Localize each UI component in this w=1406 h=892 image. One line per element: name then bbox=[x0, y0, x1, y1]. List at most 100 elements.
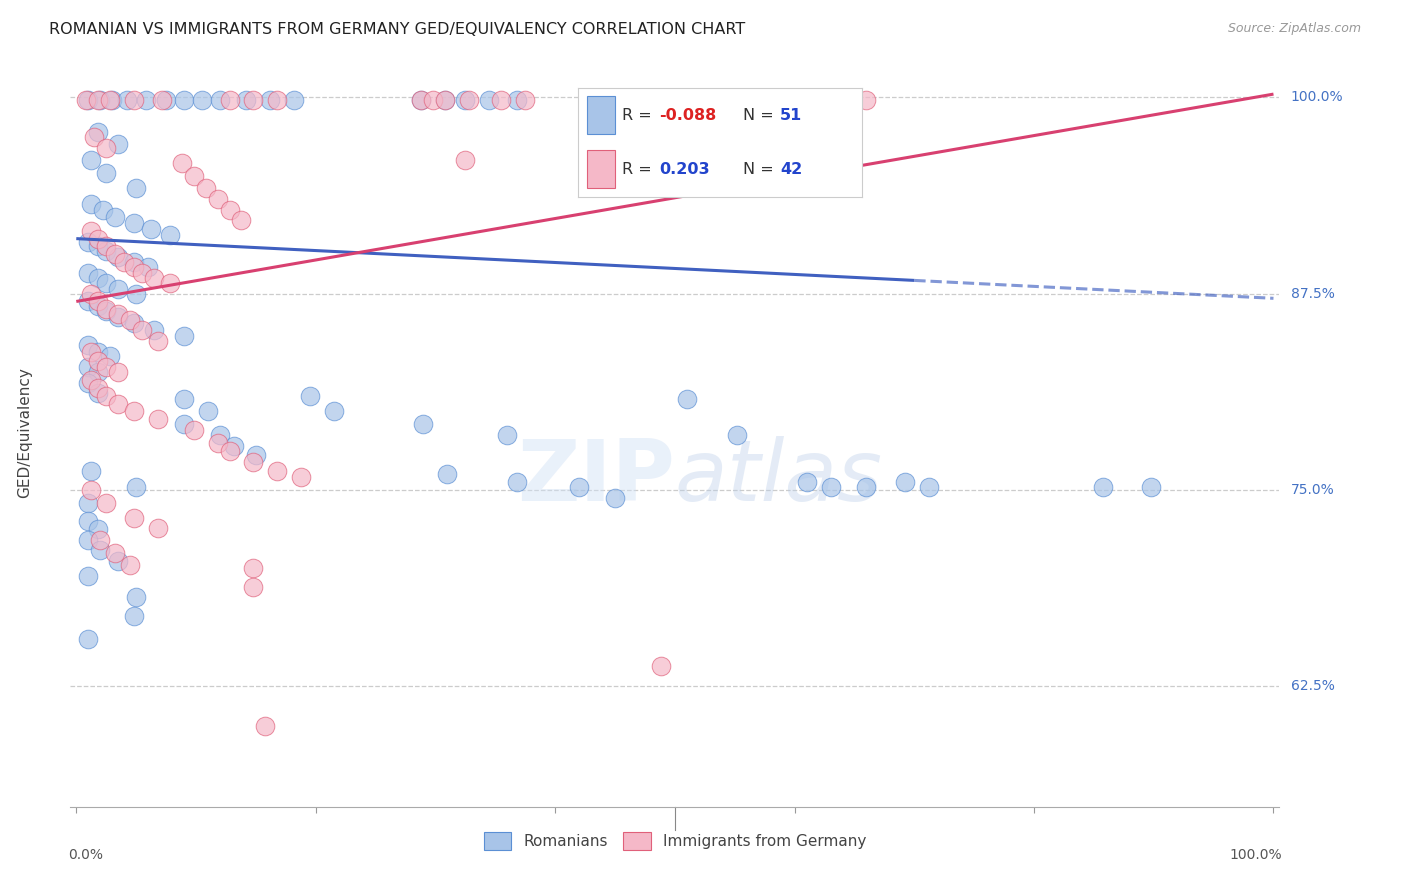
Point bbox=[266, 464, 288, 478]
Point bbox=[893, 475, 915, 489]
Point bbox=[173, 94, 195, 108]
Point bbox=[191, 94, 214, 108]
Point bbox=[77, 569, 100, 583]
Point bbox=[1140, 480, 1163, 494]
Point bbox=[155, 94, 177, 108]
Point bbox=[436, 467, 458, 482]
Point bbox=[208, 428, 231, 442]
Point bbox=[87, 385, 110, 400]
Point bbox=[143, 271, 166, 285]
Point bbox=[122, 608, 145, 623]
Point bbox=[242, 580, 264, 594]
Point bbox=[208, 94, 231, 108]
Point bbox=[77, 376, 100, 391]
Point bbox=[146, 334, 169, 348]
Point bbox=[77, 235, 100, 249]
Point bbox=[87, 299, 110, 313]
Point bbox=[131, 266, 153, 280]
Point bbox=[173, 392, 195, 406]
Text: ZIP: ZIP bbox=[517, 436, 675, 519]
Point bbox=[122, 404, 145, 418]
Point bbox=[79, 373, 101, 387]
Text: 87.5%: 87.5% bbox=[1291, 286, 1334, 301]
Point bbox=[107, 137, 129, 152]
Point bbox=[218, 443, 240, 458]
Point bbox=[96, 304, 118, 318]
Point bbox=[173, 417, 195, 431]
Point bbox=[855, 480, 877, 494]
Point bbox=[409, 94, 432, 108]
Point bbox=[77, 514, 100, 528]
Point bbox=[855, 94, 877, 108]
Point bbox=[173, 329, 195, 343]
Point bbox=[146, 412, 169, 426]
Point bbox=[122, 317, 145, 331]
Point bbox=[120, 313, 142, 327]
Text: 100.0%: 100.0% bbox=[1291, 90, 1343, 104]
Point bbox=[122, 94, 145, 108]
Point bbox=[254, 718, 277, 732]
Point bbox=[434, 94, 457, 108]
Point bbox=[298, 389, 321, 403]
Point bbox=[87, 294, 110, 309]
Point bbox=[104, 210, 127, 224]
Point bbox=[283, 94, 305, 108]
Text: atlas: atlas bbox=[675, 436, 883, 519]
Point bbox=[224, 439, 246, 453]
Point bbox=[506, 94, 529, 108]
Point bbox=[159, 276, 181, 290]
Point bbox=[183, 423, 205, 437]
Point bbox=[266, 94, 288, 108]
Point bbox=[207, 435, 229, 450]
Point bbox=[603, 491, 626, 505]
Point bbox=[98, 94, 121, 108]
Point bbox=[87, 271, 110, 285]
Point bbox=[107, 282, 129, 296]
Point bbox=[136, 260, 159, 274]
Point bbox=[77, 632, 100, 647]
Point bbox=[245, 449, 267, 463]
Point bbox=[77, 495, 100, 509]
Point bbox=[79, 224, 101, 238]
Legend: Romanians, Immigrants from Germany: Romanians, Immigrants from Germany bbox=[478, 826, 872, 855]
Point bbox=[506, 475, 529, 489]
Point bbox=[194, 181, 217, 195]
Point bbox=[231, 212, 253, 227]
Point bbox=[96, 239, 118, 253]
Point bbox=[104, 546, 127, 560]
Point bbox=[152, 94, 174, 108]
Point bbox=[796, 475, 818, 489]
Point bbox=[422, 94, 444, 108]
Text: 62.5%: 62.5% bbox=[1291, 680, 1334, 693]
Point bbox=[125, 590, 148, 604]
Point bbox=[77, 266, 100, 280]
Point bbox=[207, 192, 229, 206]
Point bbox=[242, 455, 264, 469]
Point bbox=[454, 94, 477, 108]
Point bbox=[87, 94, 110, 108]
Point bbox=[75, 94, 97, 108]
Point bbox=[125, 286, 148, 301]
Point bbox=[143, 323, 166, 337]
Point bbox=[458, 94, 481, 108]
Point bbox=[434, 94, 457, 108]
Point bbox=[96, 495, 118, 509]
Point bbox=[96, 302, 118, 317]
Point bbox=[454, 153, 477, 167]
Text: 75.0%: 75.0% bbox=[1291, 483, 1334, 497]
Point bbox=[135, 94, 157, 108]
Point bbox=[89, 94, 111, 108]
Point bbox=[120, 558, 142, 573]
Point bbox=[218, 203, 240, 218]
Point bbox=[96, 276, 118, 290]
Point bbox=[87, 522, 110, 536]
Point bbox=[112, 255, 135, 269]
Point bbox=[79, 197, 101, 211]
Point bbox=[409, 94, 432, 108]
Point bbox=[107, 365, 129, 379]
Point bbox=[496, 428, 519, 442]
Point bbox=[96, 140, 118, 154]
Point bbox=[491, 94, 513, 108]
Point bbox=[77, 533, 100, 548]
Point bbox=[159, 228, 181, 243]
